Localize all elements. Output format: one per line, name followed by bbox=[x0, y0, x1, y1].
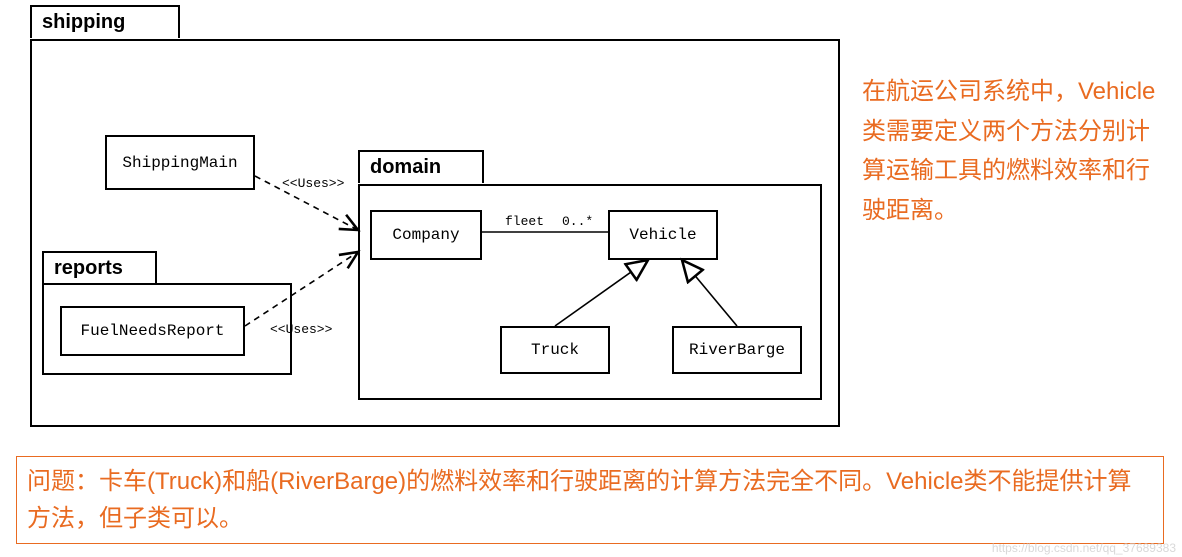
class-vehicle: Vehicle bbox=[608, 210, 718, 260]
class-river-barge: RiverBarge bbox=[672, 326, 802, 374]
problem-part-1: (Truck) bbox=[147, 468, 222, 495]
side-annotation: 在航运公司系统中，Vehicle 类需要定义两个方法分别计算运输工具的燃料效率和行… bbox=[862, 72, 1172, 230]
package-tab-shipping: shipping bbox=[30, 5, 180, 38]
class-shipping-main: ShippingMain bbox=[105, 135, 255, 190]
problem-part-5: Vehicle bbox=[886, 468, 963, 495]
uses-label-2: <<Uses>> bbox=[270, 322, 332, 337]
problem-part-2: 和船 bbox=[222, 468, 270, 495]
problem-prefix: 问题： bbox=[27, 468, 99, 495]
problem-part-4: 的燃料效率和行驶距离的计算方法完全不同。 bbox=[406, 468, 886, 495]
annotation-part-2: 类需要定义两个方法分别计算运输工具的燃料效率和行驶距离。 bbox=[862, 118, 1150, 224]
problem-box: 问题：卡车(Truck)和船(RiverBarge)的燃料效率和行驶距离的计算方… bbox=[16, 456, 1164, 544]
annotation-part-0: 在航运公司系统中， bbox=[862, 78, 1078, 105]
fleet-multiplicity: 0..* bbox=[562, 214, 593, 229]
class-truck: Truck bbox=[500, 326, 610, 374]
fleet-label: fleet bbox=[505, 214, 544, 229]
uses-label-1: <<Uses>> bbox=[282, 176, 344, 191]
package-tab-domain: domain bbox=[358, 150, 484, 183]
class-fuel-needs-report: FuelNeedsReport bbox=[60, 306, 245, 356]
annotation-part-1: Vehicle bbox=[1078, 78, 1155, 105]
package-tab-reports: reports bbox=[42, 251, 157, 284]
problem-part-3: (RiverBarge) bbox=[270, 468, 406, 495]
problem-part-0: 卡车 bbox=[99, 468, 147, 495]
class-company: Company bbox=[370, 210, 482, 260]
watermark: https://blog.csdn.net/qq_37689383 bbox=[992, 541, 1176, 555]
